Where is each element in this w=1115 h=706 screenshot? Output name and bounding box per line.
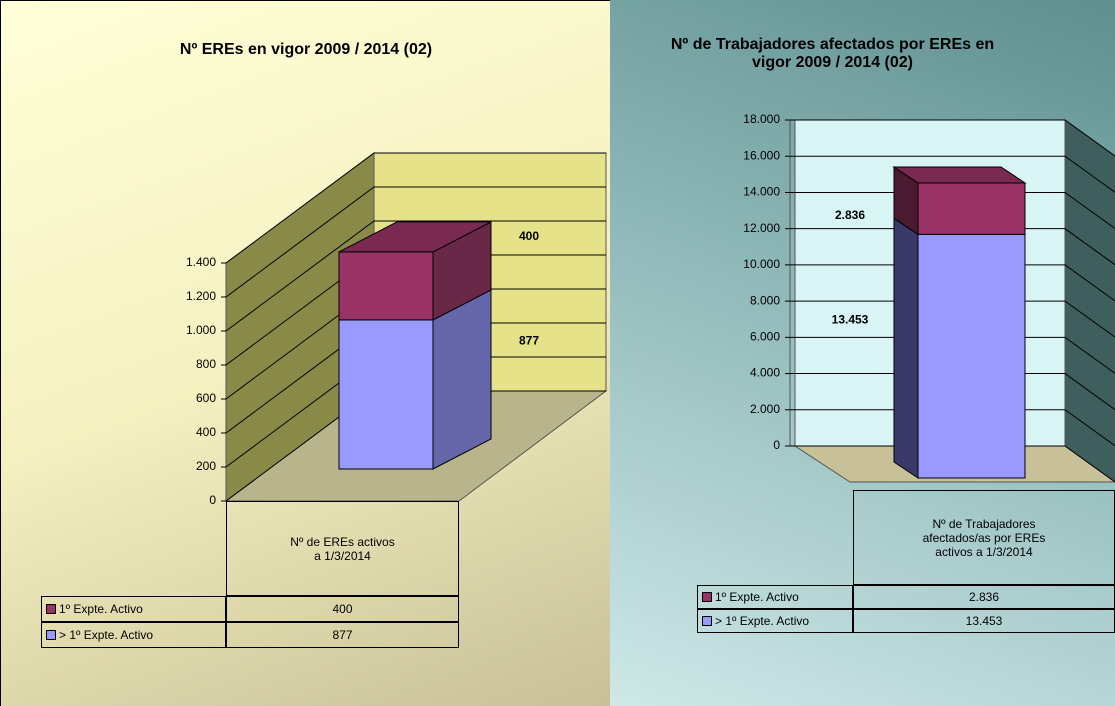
legend-swatch [46, 604, 56, 614]
y-tick-label: 0 [773, 438, 780, 452]
legend-label: 1º Expte. Activo [59, 602, 143, 616]
y-tick-label: 16.000 [743, 148, 780, 162]
grid-line [790, 336, 1115, 374]
bar-top [892, 166, 1027, 184]
grid-line [790, 300, 1115, 338]
y-tick-label: 200 [196, 459, 216, 473]
legend-entry: > 1º Expte. Activo [41, 622, 226, 648]
legend-swatch [702, 592, 712, 602]
y-tick-label: 800 [196, 357, 216, 371]
bar [338, 319, 434, 470]
legend-label: 1º Expte. Activo [715, 590, 799, 604]
y-tick-label: 12.000 [743, 221, 780, 235]
grid-line [790, 155, 1115, 193]
y-tick-label: 1.400 [186, 255, 216, 269]
table-category: Nº de EREs activos a 1/3/2014 [226, 501, 459, 596]
y-tick-label: 6.000 [750, 330, 780, 344]
legend-label: > 1º Expte. Activo [59, 628, 154, 642]
chart-title: Nº de Trabajadores afectados por EREs en… [670, 36, 995, 71]
bar-side [432, 289, 492, 470]
grid-line [790, 373, 1115, 410]
y-tick-label: 8.000 [750, 293, 780, 307]
table-value: 877 [226, 622, 459, 648]
grid-line [790, 228, 1115, 266]
data-label: 400 [519, 229, 539, 243]
grid-line [790, 264, 1115, 302]
grid-line [225, 220, 606, 332]
table-value: 13.453 [853, 609, 1115, 633]
chart-title: Nº EREs en vigor 2009 / 2014 (02) [179, 41, 433, 58]
y-tick-label: 400 [196, 425, 216, 439]
grid-line [225, 186, 606, 298]
y-tick-label: 10.000 [743, 257, 780, 271]
legend-entry: 1º Expte. Activo [697, 585, 853, 609]
bar [917, 182, 1026, 235]
chart-panel: 0 200 400 600 800 1.000 1.200 1.400 877 400 Nº ERE… [0, 0, 610, 706]
grid-line [790, 445, 1115, 483]
y-tick-label: 1.200 [186, 289, 216, 303]
chart: 0 200 400 600 800 1.000 1.200 1.400 877 400 [186, 152, 608, 507]
y-tick-label: 600 [196, 391, 216, 405]
chart: 0 2.000 4.000 6.000 8.000 10.000 12.000 14.000 1… [743, 112, 1115, 483]
table-value: 400 [226, 596, 459, 622]
grid-line [225, 152, 606, 264]
legend-swatch [702, 616, 712, 626]
chart-panel: 0 2.000 4.000 6.000 8.000 10.000 12.000 14.000 1… [610, 0, 1115, 706]
y-tick-label: 4.000 [750, 366, 780, 380]
y-tick-label: 18.000 [743, 112, 780, 126]
y-tick-label: 1.000 [186, 323, 216, 337]
data-label: 2.836 [835, 208, 865, 222]
grid-line [790, 119, 1115, 157]
table-value: 2.836 [853, 585, 1115, 609]
bar-top [338, 221, 492, 253]
bar [917, 233, 1026, 479]
legend-entry: 1º Expte. Activo [41, 596, 226, 622]
y-tick-label: 2.000 [750, 402, 780, 416]
legend-entry: > 1º Expte. Activo [697, 609, 853, 633]
bar-side [893, 217, 919, 479]
data-label: 877 [519, 334, 539, 348]
data-label: 13.453 [832, 312, 869, 326]
grid-line [790, 409, 1115, 447]
legend-label: > 1º Expte. Activo [715, 614, 810, 628]
y-tick-label: 0 [209, 493, 216, 507]
y-tick-label: 14.000 [743, 185, 780, 199]
legend-swatch [46, 630, 56, 640]
bar [338, 251, 434, 321]
grid-line [790, 191, 1115, 229]
table-category: Nº de Trabajadores afectados/as por EREs… [853, 490, 1115, 585]
